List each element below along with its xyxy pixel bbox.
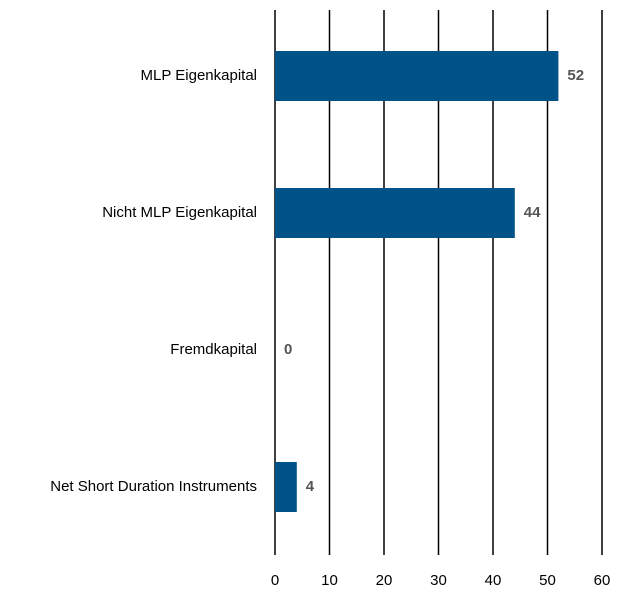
y-tick-label: Net Short Duration Instruments <box>50 478 257 495</box>
x-tick-label: 20 <box>376 572 393 589</box>
y-tick-label: MLP Eigenkapital <box>141 67 257 84</box>
value-label: 44 <box>524 204 541 221</box>
bar <box>275 462 297 512</box>
value-label: 0 <box>284 341 292 358</box>
bar <box>275 188 515 238</box>
y-tick-label: Fremdkapital <box>170 341 257 358</box>
x-tick-label: 40 <box>485 572 502 589</box>
value-label: 4 <box>306 478 315 495</box>
bar <box>275 51 559 101</box>
x-tick-label: 60 <box>594 572 611 589</box>
x-tick-label: 30 <box>430 572 447 589</box>
value-label: 52 <box>567 67 584 84</box>
y-tick-label: Nicht MLP Eigenkapital <box>102 204 257 221</box>
x-tick-label: 0 <box>271 572 279 589</box>
x-tick-label: 10 <box>321 572 338 589</box>
x-tick-label: 50 <box>539 572 556 589</box>
